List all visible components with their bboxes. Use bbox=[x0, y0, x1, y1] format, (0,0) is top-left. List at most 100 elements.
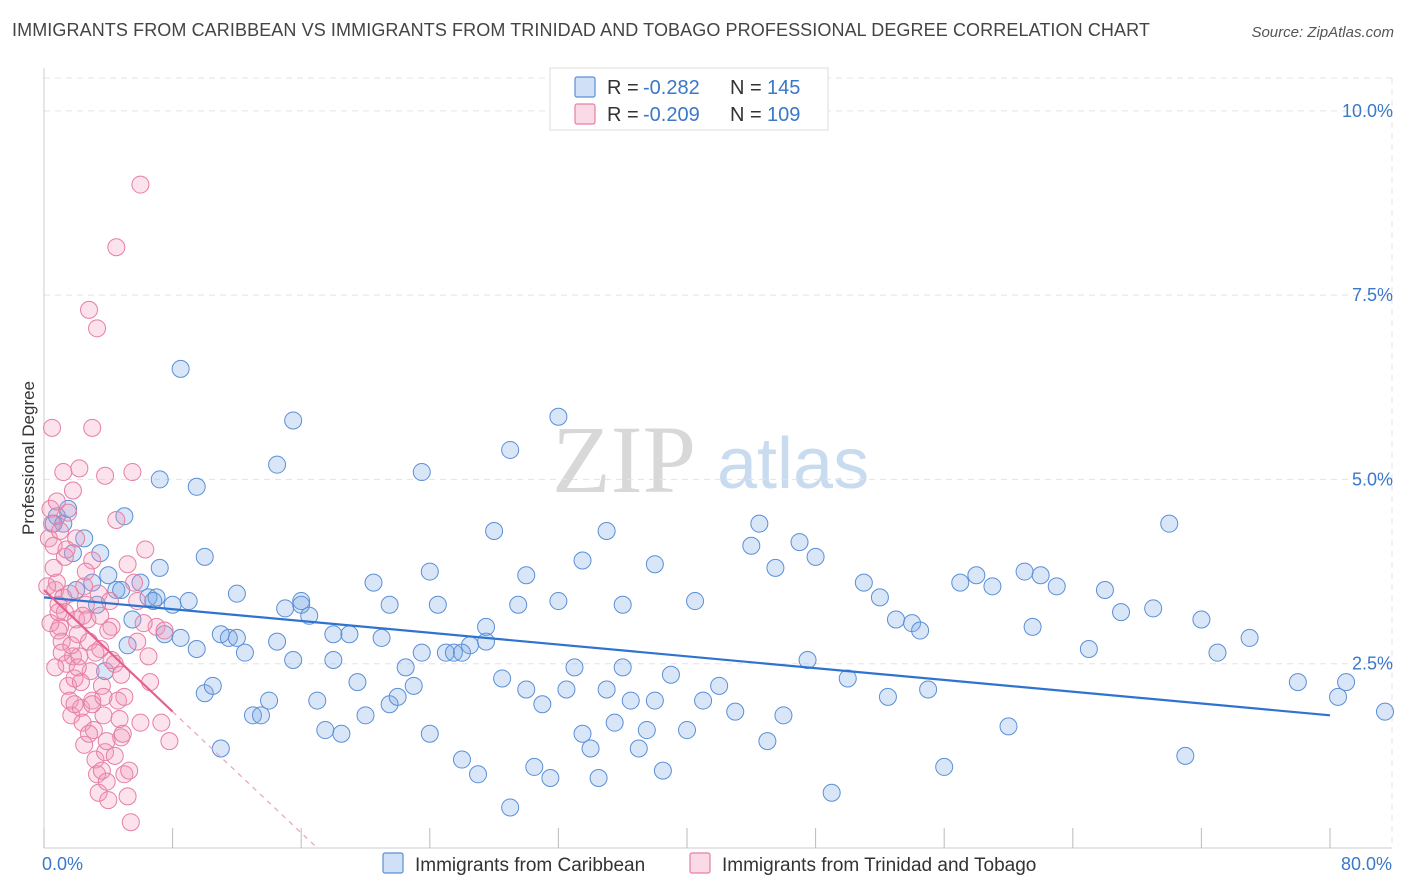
caribbean-point-12 bbox=[118, 636, 137, 655]
caribbean-point-88 bbox=[774, 706, 793, 725]
caribbean-point-148 bbox=[1192, 610, 1211, 629]
trinidad-point-96 bbox=[120, 761, 139, 780]
x-tick-max: 80.0% bbox=[1341, 854, 1392, 874]
trinidad-point-67 bbox=[59, 503, 78, 522]
trinidad-point-61 bbox=[107, 238, 126, 257]
stats-legend-box bbox=[549, 67, 829, 131]
trinidad-point-57 bbox=[70, 459, 89, 478]
trinidad-point-99 bbox=[57, 540, 76, 559]
trinidad-point-100 bbox=[76, 562, 95, 581]
caribbean-point-50 bbox=[420, 724, 439, 743]
caribbean-point-58 bbox=[485, 522, 504, 541]
caribbean-point-15 bbox=[147, 588, 166, 607]
legend-n-label-blue: N = bbox=[730, 77, 762, 99]
bottom-legend-swatch-pink bbox=[689, 852, 711, 874]
caribbean-point-42 bbox=[356, 706, 375, 725]
caribbean-point-77 bbox=[637, 721, 656, 740]
caribbean-point-115 bbox=[171, 359, 190, 378]
caribbean-point-104 bbox=[1047, 577, 1066, 596]
trinidad-point-63 bbox=[136, 540, 155, 559]
trinidad-point-89 bbox=[134, 614, 153, 633]
trinidad-point-48 bbox=[139, 647, 158, 666]
caribbean-point-145 bbox=[951, 573, 970, 592]
caribbean-point-81 bbox=[678, 721, 696, 740]
trinidad-point-76 bbox=[118, 555, 137, 574]
trinidad-point-65 bbox=[107, 510, 126, 529]
caribbean-point-70 bbox=[581, 739, 600, 758]
caribbean-point-20 bbox=[179, 592, 198, 611]
caribbean-point-61 bbox=[509, 595, 528, 614]
caribbean-point-140 bbox=[686, 592, 705, 611]
caribbean-point-147 bbox=[1095, 581, 1114, 599]
trinidad-point-52 bbox=[43, 418, 62, 437]
caribbean-point-89 bbox=[790, 533, 809, 552]
trinidad-point-85 bbox=[80, 724, 99, 743]
caribbean-point-71 bbox=[589, 768, 608, 787]
caribbean-point-138 bbox=[477, 617, 496, 636]
trinidad-point-79 bbox=[60, 584, 79, 603]
caribbean-point-130 bbox=[292, 592, 311, 611]
caribbean-point-36 bbox=[308, 691, 327, 710]
bottom-legend-label-pink: Immigrants from Trinidad and Tobago bbox=[722, 855, 1036, 876]
caribbean-point-30 bbox=[260, 691, 279, 710]
caribbean-point-92 bbox=[838, 669, 857, 688]
caribbean-point-100 bbox=[983, 577, 1002, 596]
axes bbox=[43, 68, 1392, 849]
caribbean-point-43 bbox=[364, 573, 383, 592]
trinidad-point-64 bbox=[131, 175, 150, 194]
legend-r-value-pink: -0.209 bbox=[643, 104, 700, 126]
trinidad-point-56 bbox=[63, 481, 82, 500]
bottom-legend-swatch-blue bbox=[382, 852, 404, 874]
caribbean-point-41 bbox=[348, 673, 367, 692]
caribbean-point-26 bbox=[227, 584, 246, 603]
caribbean-point-29 bbox=[252, 706, 271, 725]
trinidad-point-82 bbox=[102, 651, 121, 670]
caribbean-point-37 bbox=[316, 721, 335, 740]
caribbean-point-113 bbox=[1337, 673, 1356, 692]
stats-legend: R = -0.282 N = 145 R = -0.209 N = 109 bbox=[549, 67, 829, 131]
trinidad-point-54 bbox=[51, 522, 70, 541]
caribbean-point-40 bbox=[340, 625, 359, 644]
trinidad-point-30 bbox=[88, 765, 107, 784]
trinidad-point-45 bbox=[125, 573, 144, 592]
caribbean-point-48 bbox=[404, 676, 423, 695]
caribbean-point-119 bbox=[187, 477, 206, 496]
trinidad-point-91 bbox=[52, 643, 71, 662]
caribbean-point-38 bbox=[324, 651, 343, 670]
caribbean-point-143 bbox=[878, 687, 897, 706]
caribbean-point-65 bbox=[541, 768, 560, 787]
trinidad-point-66 bbox=[96, 466, 115, 485]
legend-swatch-pink bbox=[574, 103, 596, 125]
caribbean-point-23 bbox=[203, 676, 222, 695]
trinidad-point-29 bbox=[86, 750, 105, 769]
trinidad-point-73 bbox=[91, 606, 110, 625]
trinidad-point-21 bbox=[73, 713, 92, 732]
trinidad-point-97 bbox=[141, 673, 160, 692]
caribbean-point-117 bbox=[268, 455, 287, 474]
caribbean-point-106 bbox=[1112, 603, 1131, 622]
caribbean-point-13 bbox=[131, 573, 150, 592]
bottom-legend-label-blue: Immigrants from Caribbean bbox=[415, 855, 645, 876]
trinidad-point-72 bbox=[83, 551, 102, 570]
caribbean-point-94 bbox=[870, 588, 889, 607]
caribbean-point-99 bbox=[967, 566, 986, 585]
trinidad-point-42 bbox=[115, 765, 134, 784]
caribbean-point-46 bbox=[388, 687, 407, 706]
caribbean-point-64 bbox=[533, 695, 552, 714]
caribbean-point-103 bbox=[1031, 566, 1050, 585]
caribbean-point-126 bbox=[420, 562, 439, 581]
caribbean-point-35 bbox=[300, 606, 319, 625]
y-axis-label: Professional Degree bbox=[19, 381, 38, 535]
trinidad-point-105 bbox=[62, 636, 81, 655]
caribbean-point-90 bbox=[806, 547, 825, 566]
trinidad-point-58 bbox=[80, 300, 99, 319]
caribbean-point-72 bbox=[597, 680, 616, 699]
caribbean-point-87 bbox=[766, 558, 785, 577]
legend-r-value-blue: -0.282 bbox=[643, 77, 700, 99]
caribbean-point-74 bbox=[613, 595, 632, 614]
trinidad-point-87 bbox=[105, 746, 124, 765]
trinidad-trend-line bbox=[43, 589, 174, 713]
y-tick-label-2: 7.5% bbox=[1352, 285, 1393, 305]
caribbean-point-60 bbox=[501, 798, 520, 817]
trinidad-point-98 bbox=[155, 621, 174, 640]
